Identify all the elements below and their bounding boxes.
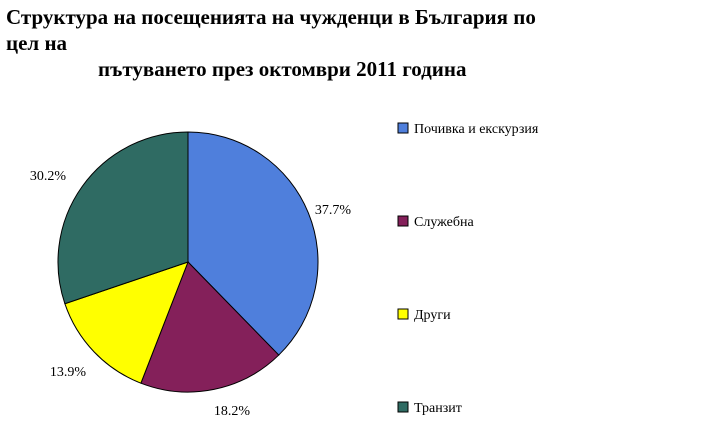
legend-label: Други xyxy=(414,308,451,323)
chart-title-line1: Структура на посещенията на чужденци в Б… xyxy=(6,5,536,55)
pie-slice xyxy=(57,131,189,305)
pie-slices xyxy=(57,131,319,393)
chart-title-line2: пътуването през октомври 2011 година xyxy=(98,57,467,81)
pie-slice-label: 13.9% xyxy=(50,365,87,380)
pie-slice-label: 30.2% xyxy=(30,169,67,184)
pie-labels: 37.7% 18.2% 13.9% 30.2% xyxy=(30,169,352,419)
pie-slice-label: 37.7% xyxy=(315,203,352,218)
pie-slice xyxy=(64,261,189,384)
legend-swatch xyxy=(397,215,409,227)
legend-swatch xyxy=(397,401,409,413)
pie-slice-label: 18.2% xyxy=(214,404,251,419)
legend-swatch xyxy=(397,308,409,320)
legend-label: Почивка и екскурзия xyxy=(414,122,539,137)
pie-slice xyxy=(140,261,280,393)
legend-swatch xyxy=(397,122,409,134)
legend: Почивка и екскурзия Служебна Други Транзит xyxy=(397,122,539,416)
legend-label: Служебна xyxy=(414,215,474,230)
legend-label: Транзит xyxy=(414,401,462,416)
pie-slice xyxy=(187,131,319,356)
chart-title: Структура на посещенията на чужденци в Б… xyxy=(6,4,566,82)
